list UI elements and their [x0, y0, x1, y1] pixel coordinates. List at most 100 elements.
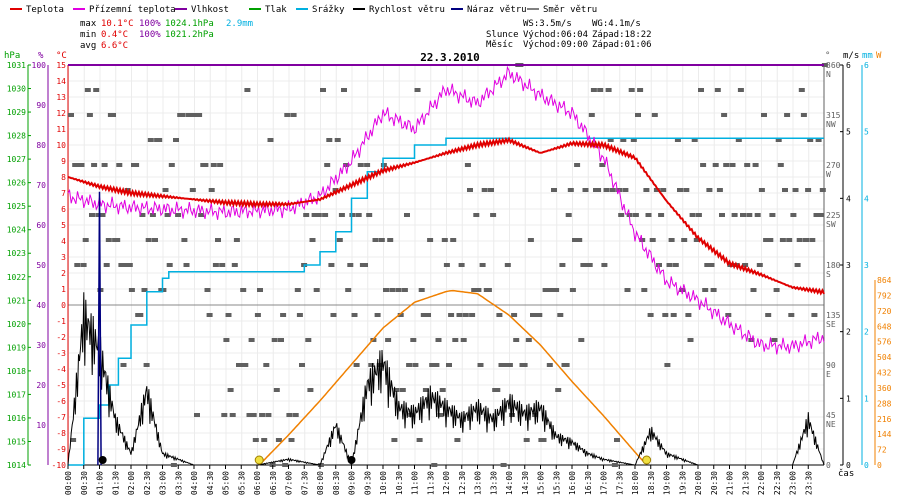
x-tick: 09:00 [348, 471, 357, 495]
wind-direction-point [742, 263, 749, 267]
wind-direction-point [685, 313, 692, 317]
wind-direction-point [628, 88, 635, 92]
temp-tick: -3 [56, 349, 66, 358]
sunset-marker [642, 455, 652, 465]
wind-direction-point [450, 238, 457, 242]
wind-direction-point [101, 163, 108, 167]
wind-direction-point [410, 338, 417, 342]
wind-direction-point [498, 363, 505, 367]
wind-direction-point [693, 238, 700, 242]
wind-direction-point [429, 363, 436, 367]
temp-tick: 0 [61, 301, 66, 310]
wind-direction-point [191, 113, 198, 117]
dir-tick: 315 [826, 111, 841, 120]
x-tick: 00:30 [80, 471, 89, 495]
ms-tick: 0 [846, 461, 851, 470]
wind-direction-point [145, 238, 152, 242]
wind-direction-point [341, 88, 347, 92]
wind-direction-point [313, 288, 320, 292]
wind-direction-point [126, 263, 133, 267]
wind-direction-point [811, 313, 818, 317]
wind-direction-point [735, 138, 742, 142]
wind-direction-point [320, 88, 326, 92]
wind-direction-point [695, 213, 702, 217]
wind-direction-point [664, 363, 671, 367]
legend: Teplota Přízemní teplota Vlhkost Tlak Srážky… [10, 5, 597, 15]
x-axis-label: čas [838, 468, 854, 479]
wind-direction-point [635, 113, 641, 117]
w-tick: 504 [877, 353, 892, 362]
wind-direction-point [143, 363, 150, 367]
wind-direction-point [347, 263, 354, 267]
hpa-tick: 1024 [7, 226, 26, 235]
wind-direction-point [397, 313, 404, 317]
wind-speed-stat: WS:3.5m/s [523, 19, 572, 29]
wind-direction-point [586, 263, 593, 267]
wind-direction-point [380, 163, 387, 167]
hpa-tick: 1020 [7, 320, 26, 329]
wind-direction-point [536, 313, 543, 317]
wind-direction-point [716, 188, 723, 192]
wind-direction-point [464, 163, 471, 167]
wind-direction-point [506, 363, 513, 367]
wind-direction-point [393, 388, 400, 392]
temp-tick: 15 [56, 61, 66, 70]
wind-direction-point [263, 363, 270, 367]
wind-direction-point [553, 288, 560, 292]
dir-name: E [826, 370, 831, 379]
wind-direction-point [128, 288, 135, 292]
wind-direction-point [765, 313, 772, 317]
wind-direction-point [563, 363, 570, 367]
moonset-marker [98, 456, 107, 464]
wind-direction-point [278, 338, 284, 342]
wind-direction-point [305, 338, 312, 342]
wind-direction-point [662, 313, 669, 317]
x-tick: 23:30 [804, 471, 813, 495]
sunset: Západ:18:22 [592, 30, 652, 40]
x-tick: 13:00 [474, 471, 483, 495]
dir-name: N [826, 70, 831, 79]
wind-direction-point [179, 113, 186, 117]
wind-direction-point [334, 138, 341, 142]
wind-direction-point [660, 188, 667, 192]
legend-label-7: Směr větru [543, 5, 597, 15]
ms-tick: 1 [846, 394, 851, 403]
wind-direction-point [149, 213, 156, 217]
wind-direction-point [221, 413, 228, 417]
wind-direction-point [708, 263, 715, 267]
wind-direction-point [116, 163, 123, 167]
dir-tick: 90 [826, 361, 836, 370]
legend-label-4: Srážky [312, 5, 345, 15]
pct-tick: 20 [36, 381, 46, 390]
wind-direction-point [294, 288, 301, 292]
wind-direction-point [137, 313, 144, 317]
wind-direction-point [649, 238, 656, 242]
wind-direction-point [620, 138, 627, 142]
ms-tick: 5 [846, 128, 851, 137]
wind-direction-point [175, 213, 182, 217]
wind-direction-point [647, 313, 654, 317]
hpa-tick: 1016 [7, 414, 26, 423]
wind-direction-point [286, 413, 293, 417]
wind-direction-point [271, 338, 278, 342]
wind-direction-point [643, 188, 650, 192]
wind-direction-point [307, 388, 314, 392]
hpa-tick: 1028 [7, 132, 26, 141]
x-tick: 19:30 [678, 471, 687, 495]
wind-direction-point [233, 238, 240, 242]
x-tick: 03:30 [174, 471, 183, 495]
wind-direction-point [238, 363, 245, 367]
wind-direction-point [160, 288, 167, 292]
wind-direction-point [595, 188, 602, 192]
wind-direction-point [481, 188, 488, 192]
mm-tick: 6 [864, 61, 869, 70]
wind-direction-point [74, 263, 81, 267]
wind-direction-point [284, 113, 291, 117]
wind-direction-point [254, 313, 261, 317]
x-tick: 12:30 [458, 471, 467, 495]
x-tick: 01:00 [96, 471, 105, 495]
wind-direction-point [574, 163, 581, 167]
wind-direction-point [607, 138, 614, 142]
wind-direction-point [496, 313, 503, 317]
